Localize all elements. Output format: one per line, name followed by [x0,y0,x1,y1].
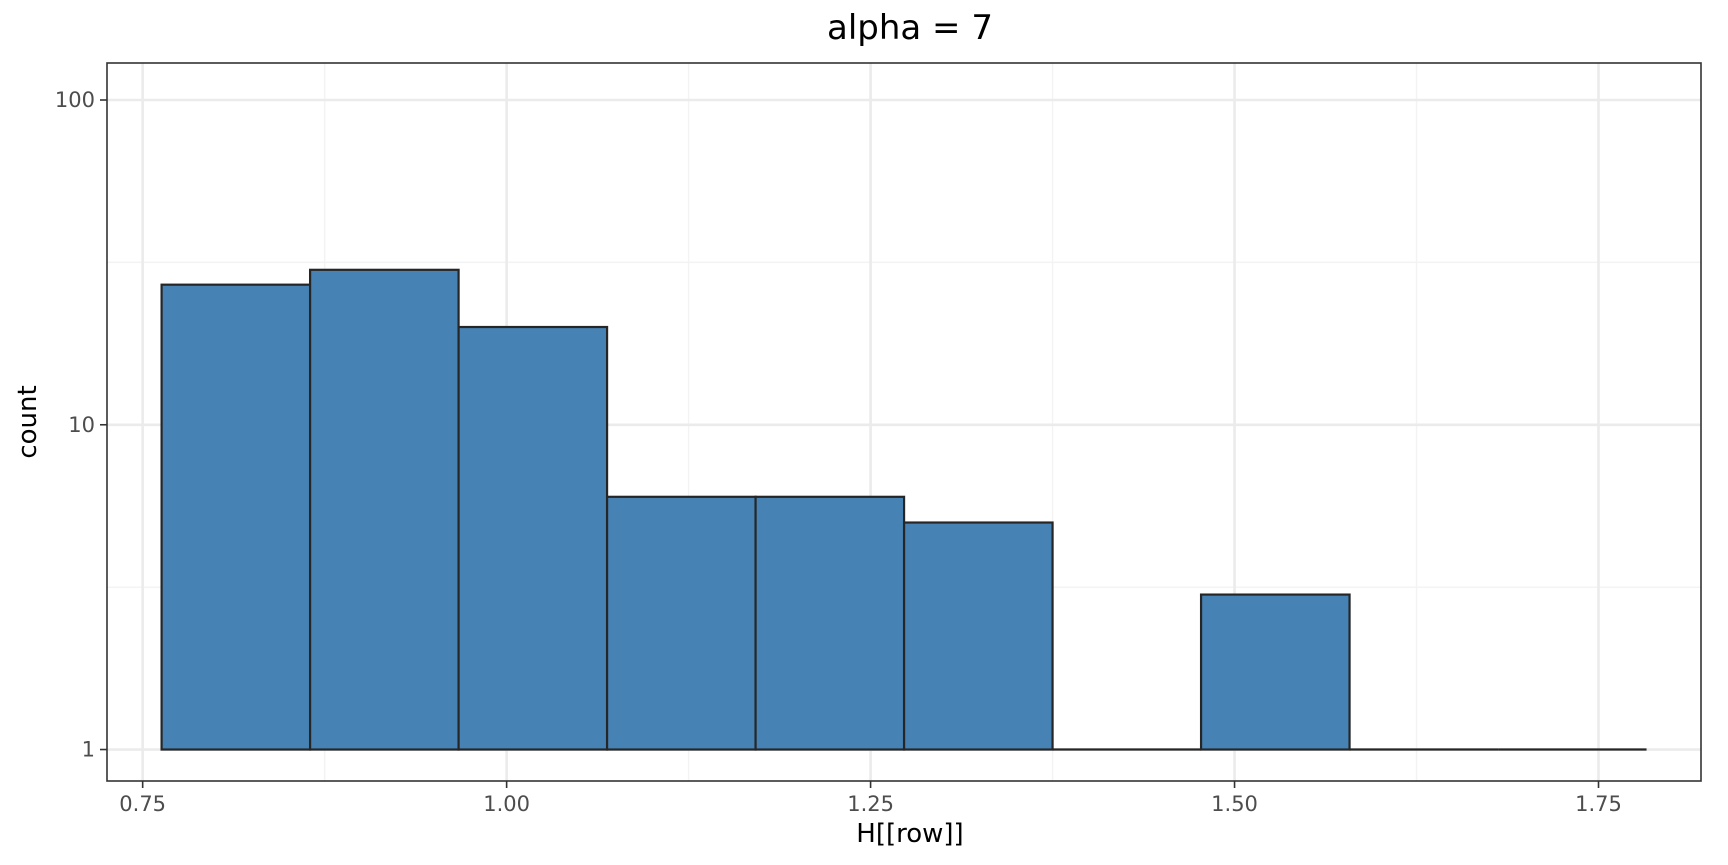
histogram-bars [160,268,1647,751]
chart-title: alpha = 7 [827,8,993,48]
histogram-bar [308,268,460,751]
x-axis-label: H[[row]] [856,819,963,849]
y-axis-ticks: 1 10 100 [55,88,107,762]
x-tick-label: 1.00 [483,792,530,816]
histogram-bar [1199,593,1351,751]
panel-border [106,62,1702,782]
histogram-bar [457,325,609,751]
histogram-bar [605,495,757,751]
histogram-bar [754,495,906,751]
x-tick-label: 1.75 [1575,792,1622,816]
histogram-bar [160,283,312,751]
x-tick-label: 0.75 [119,792,166,816]
y-axis-label: count [13,385,43,458]
y-tick-label: 1 [82,738,95,762]
y-tick-label: 100 [55,88,95,112]
x-axis-ticks: 0.75 1.00 1.25 1.50 1.75 [119,781,1622,816]
x-tick-label: 1.50 [1211,792,1258,816]
x-tick-label: 1.25 [847,792,894,816]
y-tick-label: 10 [68,413,95,437]
histogram-bar [902,521,1054,751]
